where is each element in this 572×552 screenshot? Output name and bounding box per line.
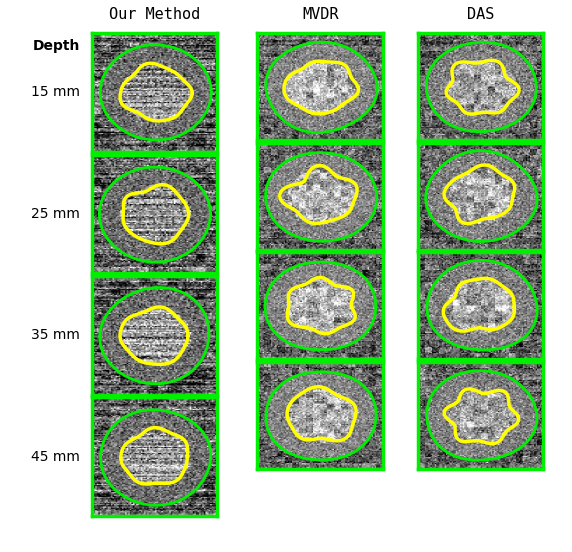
Text: 35 mm: 35 mm: [31, 328, 80, 342]
Text: 45 mm: 45 mm: [31, 450, 80, 464]
Text: 25 mm: 25 mm: [31, 207, 80, 221]
Text: DAS: DAS: [467, 7, 494, 22]
Text: Our Method: Our Method: [109, 7, 200, 22]
Text: Depth: Depth: [33, 39, 80, 52]
Text: 15 mm: 15 mm: [31, 86, 80, 99]
Text: MVDR: MVDR: [302, 7, 339, 22]
